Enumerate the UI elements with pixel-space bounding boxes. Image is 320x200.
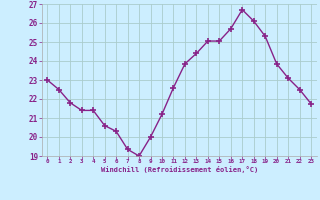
X-axis label: Windchill (Refroidissement éolien,°C): Windchill (Refroidissement éolien,°C) (100, 166, 258, 173)
